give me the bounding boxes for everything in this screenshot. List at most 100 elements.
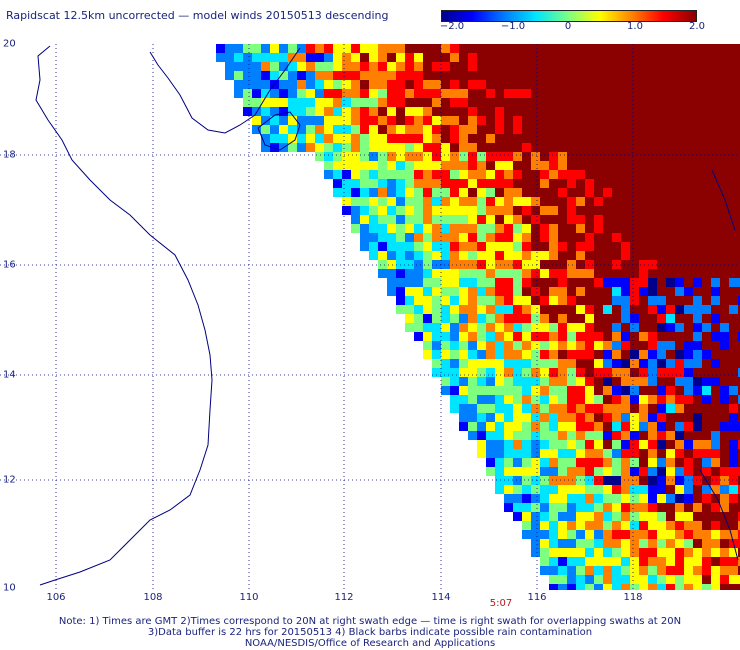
wind-cell: [666, 215, 675, 224]
wind-cell: [504, 80, 513, 89]
wind-cell: [486, 314, 495, 323]
wind-cell: [315, 134, 324, 143]
wind-cell: [522, 215, 531, 224]
wind-cell: [495, 242, 504, 251]
wind-cell: [477, 251, 486, 260]
wind-cell: [549, 278, 558, 287]
wind-cell: [702, 179, 711, 188]
wind-cell: [333, 89, 342, 98]
wind-cell: [675, 341, 684, 350]
wind-cell: [513, 485, 522, 494]
wind-cell: [594, 494, 603, 503]
wind-cell: [405, 287, 414, 296]
wind-cell: [702, 89, 711, 98]
wind-cell: [684, 377, 693, 386]
wind-cell: [603, 161, 612, 170]
wind-cell: [603, 278, 612, 287]
wind-cell: [684, 395, 693, 404]
wind-cell: [333, 125, 342, 134]
wind-cell: [603, 71, 612, 80]
wind-cell: [279, 134, 288, 143]
wind-cell: [711, 476, 720, 485]
wind-cell: [531, 179, 540, 188]
wind-cell: [576, 503, 585, 512]
wind-cell: [657, 278, 666, 287]
wind-cell: [531, 467, 540, 476]
wind-cell: [360, 179, 369, 188]
wind-cell: [540, 377, 549, 386]
wind-cell: [666, 179, 675, 188]
wind-cell: [738, 449, 740, 458]
wind-cell: [378, 125, 387, 134]
wind-cell: [432, 332, 441, 341]
wind-cell: [612, 287, 621, 296]
wind-cell: [468, 116, 477, 125]
wind-cell: [549, 440, 558, 449]
wind-cell: [459, 314, 468, 323]
wind-cell: [279, 80, 288, 89]
wind-cell: [288, 134, 297, 143]
wind-cell: [630, 503, 639, 512]
wind-cell: [666, 134, 675, 143]
wind-cell: [450, 152, 459, 161]
wind-cell: [621, 260, 630, 269]
wind-cell: [324, 71, 333, 80]
wind-cell: [621, 242, 630, 251]
wind-cell: [567, 413, 576, 422]
wind-cell: [549, 197, 558, 206]
wind-cell: [513, 197, 522, 206]
wind-cell: [585, 179, 594, 188]
wind-cell: [612, 134, 621, 143]
wind-cell: [486, 224, 495, 233]
wind-cell: [648, 404, 657, 413]
wind-cell: [675, 62, 684, 71]
wind-cell: [675, 404, 684, 413]
wind-cell: [522, 377, 531, 386]
wind-cell: [540, 134, 549, 143]
wind-cell: [603, 62, 612, 71]
lon-label: 114: [431, 592, 451, 603]
wind-cell: [567, 359, 576, 368]
wind-cell: [702, 575, 711, 584]
wind-cell: [423, 44, 432, 53]
wind-cell: [594, 395, 603, 404]
wind-cell: [630, 350, 639, 359]
wind-cell: [324, 44, 333, 53]
wind-cell: [711, 314, 720, 323]
wind-cell: [729, 134, 738, 143]
wind-cell: [684, 242, 693, 251]
wind-cell: [657, 305, 666, 314]
wind-cell: [432, 71, 441, 80]
wind-cell: [450, 125, 459, 134]
wind-cell: [342, 98, 351, 107]
wind-cell: [477, 332, 486, 341]
wind-cell: [684, 575, 693, 584]
wind-cell: [558, 539, 567, 548]
wind-cell: [540, 89, 549, 98]
wind-cell: [603, 89, 612, 98]
wind-cell: [495, 233, 504, 242]
wind-cell: [549, 539, 558, 548]
wind-cell: [675, 125, 684, 134]
wind-cell: [729, 449, 738, 458]
wind-cell: [567, 467, 576, 476]
wind-cell: [468, 206, 477, 215]
wind-cell: [513, 44, 522, 53]
wind-cell: [612, 296, 621, 305]
wind-cell: [342, 179, 351, 188]
lat-label: 10: [3, 582, 16, 594]
wind-cell: [693, 233, 702, 242]
wind-cell: [657, 233, 666, 242]
wind-cell: [576, 170, 585, 179]
lon-label: 106: [46, 592, 66, 603]
wind-cell: [612, 467, 621, 476]
wind-cell: [549, 98, 558, 107]
wind-cell: [576, 314, 585, 323]
wind-cell: [603, 323, 612, 332]
wind-cell: [567, 575, 576, 584]
wind-cell: [369, 206, 378, 215]
wind-cell: [495, 206, 504, 215]
wind-cell: [576, 197, 585, 206]
wind-cell: [648, 224, 657, 233]
wind-cell: [639, 377, 648, 386]
